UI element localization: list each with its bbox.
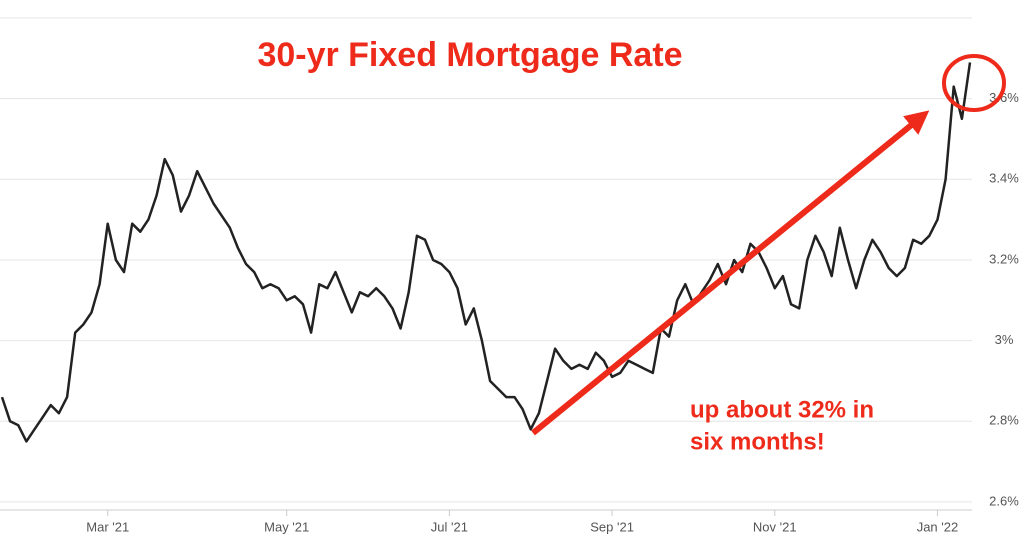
x-tick-label: Nov '21: [753, 519, 797, 534]
highlight-circle: [942, 54, 1006, 112]
x-tick-label: Jan '22: [917, 519, 959, 534]
x-tick-label: Mar '21: [86, 519, 129, 534]
line: [0, 62, 972, 443]
plot: [0, 62, 972, 443]
x-tick-label: Jul '21: [431, 519, 468, 534]
y-tick-label: 2.8%: [989, 413, 1019, 428]
y-tick-label: 3%: [995, 332, 1014, 347]
grid: 2.6%2.8%3%3.2%3.4%3.6%Mar '21 May '21 Jul …: [0, 90, 1019, 534]
y-tick-label: 2.6%: [989, 493, 1019, 508]
annotation: six months!: [690, 428, 825, 455]
chart-title: 30-yr Fixed Mortgage Rate: [257, 36, 682, 74]
annotation: up about 32% in: [690, 396, 874, 423]
y-tick-label: 3.2%: [989, 251, 1019, 266]
arrow: [531, 110, 930, 436]
x-tick-label: Sep '21: [590, 519, 634, 534]
x-tick-label: May '21: [264, 519, 309, 534]
y-tick-label: 3.4%: [989, 171, 1019, 186]
